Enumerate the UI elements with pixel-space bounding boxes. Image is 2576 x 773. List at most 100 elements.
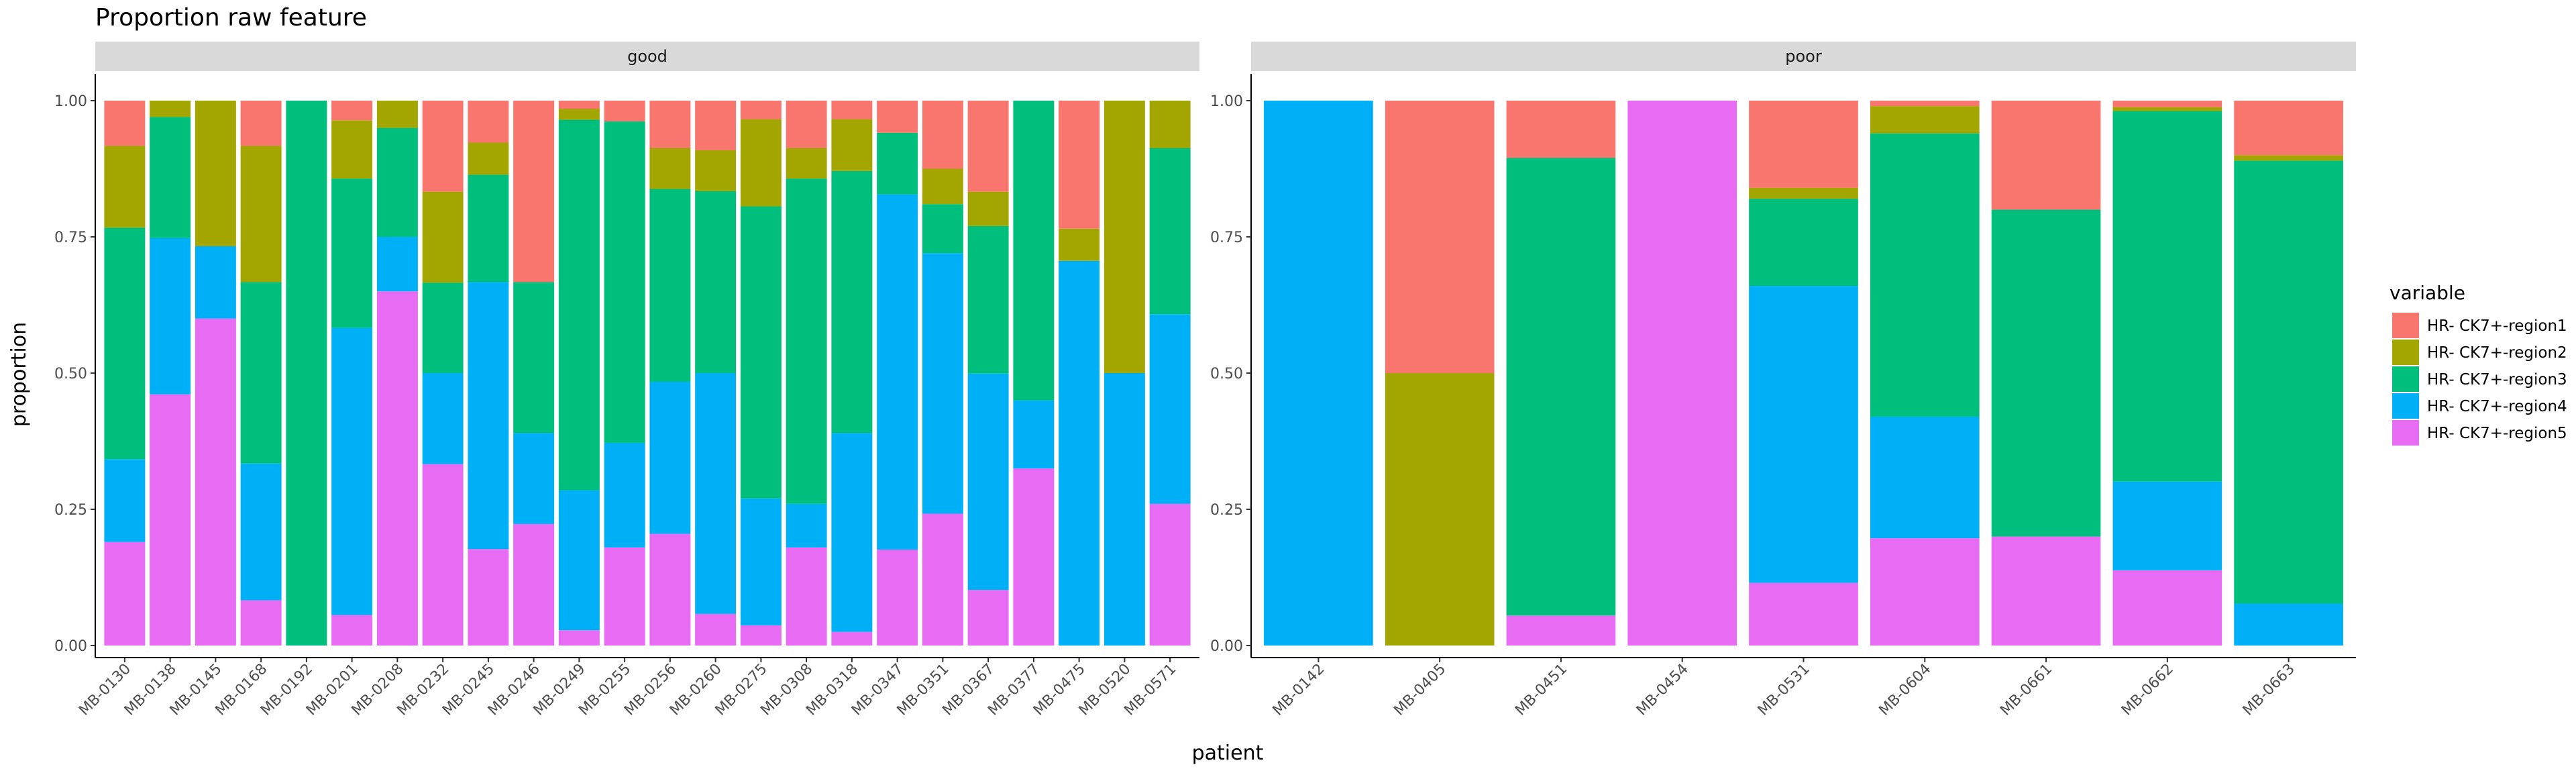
bar-segment xyxy=(1749,582,1858,646)
bar-segment xyxy=(786,547,827,646)
bar-segment xyxy=(604,547,645,646)
bar-segment xyxy=(922,204,963,254)
facet-strip-label: poor xyxy=(1785,47,1822,66)
bar-segment xyxy=(877,550,918,646)
bar-segment xyxy=(150,394,191,646)
bar-segment xyxy=(558,490,600,631)
bar-segment xyxy=(1506,158,1616,616)
bar-segment xyxy=(1059,228,1100,261)
bar-segment xyxy=(1749,187,1858,199)
bar-segment xyxy=(513,282,555,433)
bar-segment xyxy=(1104,101,1145,373)
bar-segment xyxy=(286,101,327,646)
x-tick-label: MB-0405 xyxy=(1391,661,1449,719)
bar-segment xyxy=(1059,260,1100,646)
bar-segment xyxy=(240,101,282,146)
bar-segment xyxy=(558,119,600,491)
legend-label: HR- CK7+-region4 xyxy=(2427,398,2567,415)
bar-segment xyxy=(468,174,509,282)
legend-label: HR- CK7+-region3 xyxy=(2427,371,2567,389)
bar-segment xyxy=(831,170,873,433)
bar-segment xyxy=(513,433,555,524)
bar-segment xyxy=(649,533,691,646)
bar-segment xyxy=(468,282,509,550)
bar-segment xyxy=(558,101,600,109)
bar-segment xyxy=(104,459,146,542)
y-tick-label: 0.00 xyxy=(54,638,87,655)
bar-segment xyxy=(967,225,1009,374)
y-tick-label: 0.25 xyxy=(54,502,87,519)
bar-segment xyxy=(104,146,146,228)
bar-segment xyxy=(831,631,873,646)
bar-segment xyxy=(1870,133,1980,417)
bar-segment xyxy=(1991,101,2101,210)
legend-label: HR- CK7+-region2 xyxy=(2427,344,2567,362)
bar-segment xyxy=(740,101,782,119)
bar-segment xyxy=(422,191,464,283)
bar-segment xyxy=(2234,155,2343,161)
bar-segment xyxy=(1870,538,1980,646)
bar-segment xyxy=(104,542,146,646)
y-tick-label: 0.00 xyxy=(1210,638,1243,655)
bar-segment xyxy=(150,101,191,117)
bar-segment xyxy=(786,101,827,148)
bar-segment xyxy=(376,127,418,237)
bar-segment xyxy=(1870,106,1980,134)
legend: variable HR- CK7+-region1 HR- CK7+-region… xyxy=(2390,282,2567,446)
bar-segment xyxy=(104,227,146,460)
bar-segment xyxy=(877,132,918,195)
bar-segment xyxy=(240,600,282,646)
bar-segment xyxy=(831,119,873,171)
bar-segment xyxy=(331,101,373,121)
bar-segment xyxy=(740,625,782,646)
y-tick-label: 0.50 xyxy=(54,366,87,382)
legend-label: HR- CK7+-region1 xyxy=(2427,317,2567,335)
bar-segment xyxy=(740,498,782,625)
bar-segment xyxy=(649,148,691,189)
y-tick-label: 0.75 xyxy=(54,229,87,246)
bar-segment xyxy=(2112,101,2222,107)
bar-segment xyxy=(376,291,418,646)
bar-segment xyxy=(150,238,191,395)
bar-segment xyxy=(376,237,418,292)
bar-segment xyxy=(376,101,418,128)
bar-segment xyxy=(1013,101,1055,401)
x-tick-label: MB-0451 xyxy=(1512,661,1570,719)
bar-segment xyxy=(558,109,600,120)
panel-poor: poor 0.00 0.25 0.50 0.75 1.00 MB-0142 MB-0405 MB… xyxy=(1210,42,2356,719)
bar-segment xyxy=(1506,615,1616,646)
facet-strip xyxy=(95,42,1199,71)
x-tick-label: MB-0662 xyxy=(2118,661,2177,719)
bar-segment xyxy=(1059,101,1100,229)
y-tick-label: 0.25 xyxy=(1210,502,1243,519)
bar-segment xyxy=(967,101,1009,192)
bar-segment xyxy=(831,101,873,119)
bar-segment xyxy=(1264,101,1373,646)
bar-segment xyxy=(1104,373,1145,646)
bar-segment xyxy=(877,194,918,550)
bar-segment xyxy=(604,121,645,443)
bar-segment xyxy=(1749,101,1858,188)
y-tick-label: 1.00 xyxy=(54,93,87,110)
bar-segment xyxy=(331,327,373,615)
facet-strip-label: good xyxy=(627,47,667,66)
bar-segment xyxy=(2112,570,2222,646)
x-axis-title: patient xyxy=(1192,741,1264,765)
bar-segment xyxy=(195,318,236,646)
bar-segment xyxy=(2112,111,2222,482)
legend-title: variable xyxy=(2390,282,2465,304)
legend-key xyxy=(2392,313,2419,338)
bar-segment xyxy=(2112,107,2222,111)
facet-strip xyxy=(1251,42,2356,71)
bar-segment xyxy=(558,630,600,646)
x-tick-label: MB-0663 xyxy=(2240,661,2298,719)
bar-segment xyxy=(331,615,373,646)
bar-segment xyxy=(104,101,146,146)
bar-segment xyxy=(2112,481,2222,570)
bar-segment xyxy=(922,101,963,169)
bar-segment xyxy=(649,189,691,382)
bar-segment xyxy=(240,146,282,282)
bar-segment xyxy=(1870,101,1980,107)
bar-segment xyxy=(1013,468,1055,646)
